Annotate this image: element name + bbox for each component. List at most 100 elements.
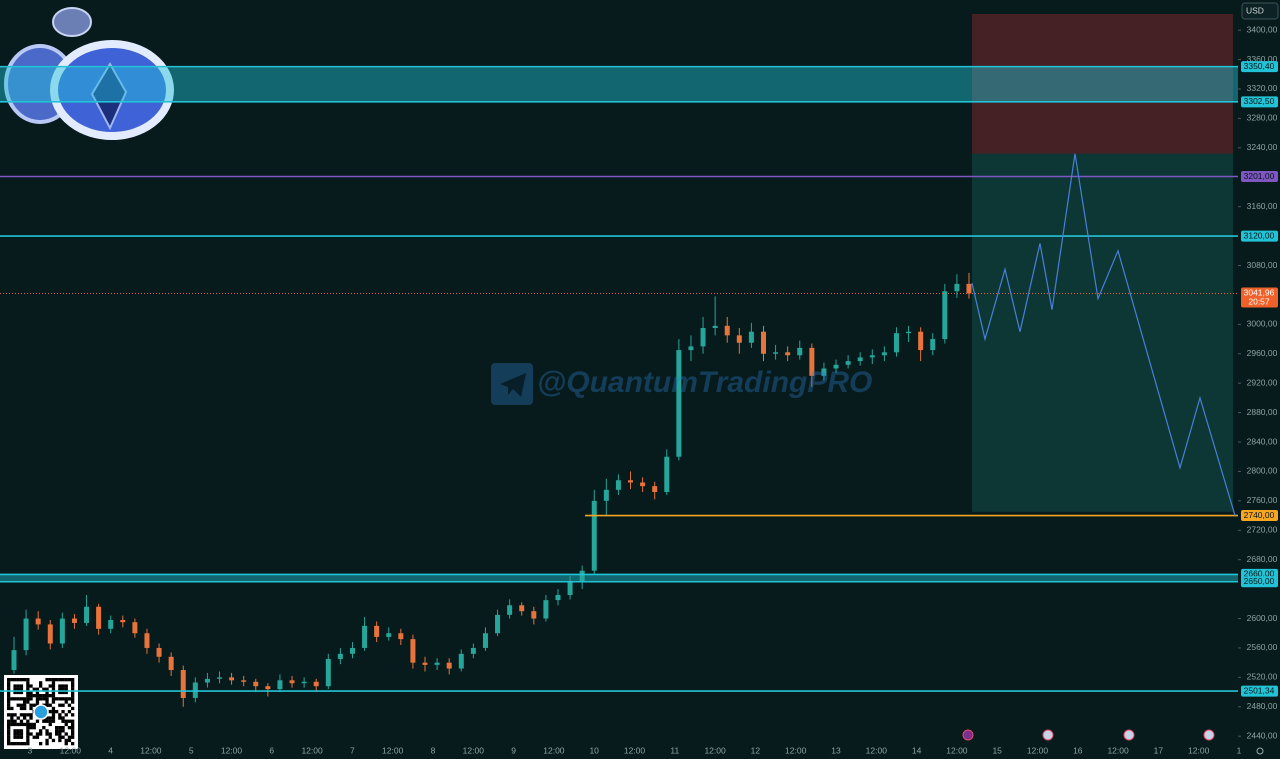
qr-logo [33,704,49,720]
candle-body [482,633,488,648]
qr-cell [23,722,27,727]
qr-cell [45,729,49,733]
candle-body [773,352,779,354]
candle-body [664,456,670,493]
qr-cell [13,729,17,733]
qr-cell [26,732,30,736]
candle-body [422,662,428,665]
qr-cell [67,710,72,714]
qr-cell [23,678,27,682]
qr-cell [55,697,59,701]
qr-cell [23,697,27,701]
level-label: 2740,00 [1244,510,1275,520]
candle-body [265,686,271,690]
candle-body [301,681,307,684]
qr-cell [55,726,59,730]
qr-cell [45,694,49,698]
level-label-bg [1241,230,1278,242]
y-tick-label: 2560,00 [1247,642,1278,652]
qr-cell [26,687,30,691]
qr-cell [7,703,11,707]
y-tick-label: 2440,00 [1247,730,1278,740]
qr-cell [45,697,49,701]
qr-cell [71,684,75,688]
qr-cell [71,681,75,685]
qr-cell [48,710,52,714]
qr-cell [64,738,68,743]
x-tick-label: 12:00 [866,745,888,755]
qr-cell [61,684,65,688]
qr-cell [16,697,20,701]
qr-cell [64,732,68,736]
level-label: 3201,00 [1244,171,1275,181]
candle-body [349,647,355,654]
qr-cell [7,690,11,695]
level-label-bg [1241,61,1278,73]
candle-body [374,625,380,637]
qr-cell [26,722,30,727]
qr-cell [64,700,68,704]
qr-cell [61,729,65,733]
qr-cell [7,681,11,685]
qr-cell [71,735,75,739]
qr-cell [51,694,56,698]
qr-cell [48,678,52,682]
qr-cell [67,738,72,743]
qr-cell [13,719,17,723]
currency-button[interactable] [1241,2,1279,20]
qr-cell [16,732,20,736]
qr-cell [26,735,30,739]
x-tick-label: 5 [189,745,194,755]
candle-body [918,331,924,351]
candle-body [821,368,827,376]
candle-body [398,633,404,640]
qr-cell [45,732,49,736]
qr-cell [42,687,46,691]
qr-cell [19,684,24,688]
candle-body [325,658,331,687]
countdown: 20:57 [1248,297,1270,307]
qr-cell [45,742,49,746]
qr-cell [19,722,24,727]
qr-cell [7,729,11,733]
y-tick-label: 2520,00 [1247,672,1278,682]
qr-cell [51,710,56,714]
candle-body [23,618,29,651]
qr-cell [51,684,56,688]
last-price-label: 3041,96 [1244,288,1275,298]
currency-label: USD [1246,5,1264,15]
qr-cell [48,684,52,688]
candle-body [446,662,452,669]
x-tick-label: 12:00 [1027,745,1049,755]
qr-cell [16,716,20,720]
qr-cell [51,738,56,743]
y-tick-label: 2680,00 [1247,554,1278,564]
event-icon [1123,729,1135,741]
qr-cell [61,735,65,739]
candle-body [785,352,791,356]
qr-cell [51,687,56,691]
x-tick-label: 15 [992,745,1002,755]
x-tick-label: 12:00 [221,745,243,755]
y-tick-label: 2600,00 [1247,613,1278,623]
qr-cell [39,681,43,685]
qr-cell [64,742,68,746]
candle-body [180,670,186,698]
candle-body [797,347,803,356]
qr-cell [29,684,33,688]
qr-cell [42,726,46,730]
candle-body [676,350,682,457]
candle-body [71,618,77,623]
qr-cell [7,687,11,691]
qr-cell [35,732,40,736]
qr-cell [61,726,65,730]
qr-cell [26,729,30,733]
y-tick-label: 3240,00 [1247,142,1278,152]
qr-cell [32,687,36,691]
qr-cell [51,700,56,704]
qr-cell [71,729,75,733]
candle-body [906,331,912,334]
candle-body [96,606,102,629]
qr-cell [58,738,62,743]
settings-icon[interactable] [1256,747,1264,755]
